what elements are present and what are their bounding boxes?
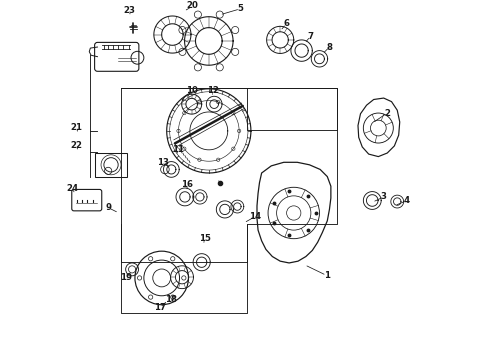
Text: 17: 17 — [154, 303, 165, 312]
Text: 5: 5 — [237, 4, 243, 13]
Text: 23: 23 — [123, 6, 135, 15]
Text: 4: 4 — [403, 196, 409, 205]
Bar — [94, 153, 127, 177]
Text: 18: 18 — [165, 295, 177, 304]
Text: 14: 14 — [248, 212, 261, 221]
Text: 20: 20 — [186, 1, 198, 10]
Text: 9: 9 — [105, 203, 111, 212]
Text: 15: 15 — [198, 234, 210, 243]
Text: 11: 11 — [171, 145, 183, 154]
Text: 22: 22 — [70, 141, 82, 150]
Text: 2: 2 — [384, 109, 389, 118]
Text: 19: 19 — [120, 273, 132, 282]
Text: 6: 6 — [283, 19, 289, 28]
Text: 13: 13 — [157, 158, 169, 167]
Text: 10: 10 — [186, 86, 198, 95]
Text: 24: 24 — [66, 184, 79, 193]
Text: 3: 3 — [380, 193, 386, 202]
Text: 1: 1 — [323, 271, 329, 280]
Text: 16: 16 — [181, 180, 193, 189]
Text: 8: 8 — [326, 42, 332, 51]
Text: 12: 12 — [207, 86, 219, 95]
Text: 7: 7 — [307, 32, 313, 41]
Text: 21: 21 — [70, 123, 82, 132]
